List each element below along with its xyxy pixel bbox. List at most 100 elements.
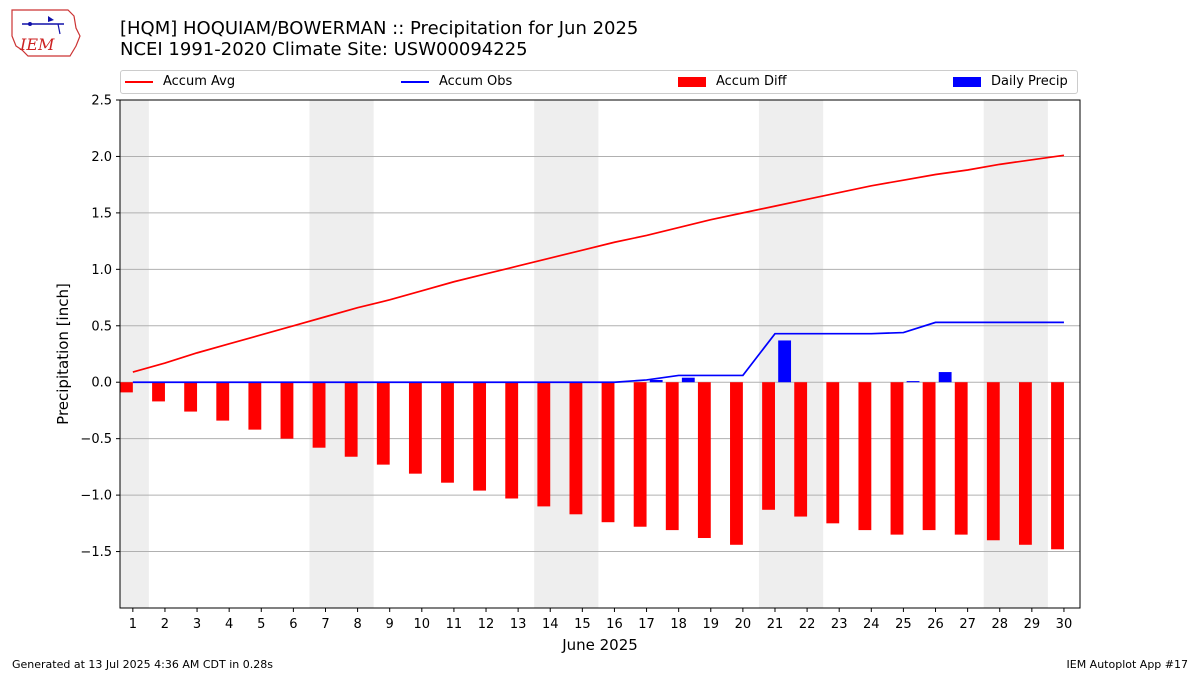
diff-bar-day-7 <box>312 382 326 448</box>
x-tick-label: 9 <box>386 617 394 632</box>
diff-bar-day-26 <box>922 382 936 531</box>
x-tick-label: 18 <box>670 617 687 632</box>
diff-bar-day-8 <box>344 382 358 457</box>
lines <box>132 154 1065 384</box>
weekend-shade-2 <box>309 100 374 608</box>
plot-frame <box>119 99 1081 609</box>
x-tick-label: 10 <box>414 617 431 632</box>
legend-label-daily-precip: Daily Precip <box>991 74 1068 89</box>
y-tick-label: 1.5 <box>91 206 112 221</box>
daily-bar-day-21 <box>778 340 792 383</box>
y-tick-label: −0.5 <box>80 432 112 447</box>
y-axis: −1.5 −1.0 −0.5 0.0 0.5 1.0 1.5 2.0 2.5 <box>80 94 120 560</box>
diff-bar-day-1 <box>120 382 133 393</box>
diff-bar-day-19 <box>697 382 711 539</box>
x-axis: 1 2 3 4 5 6 7 8 9 10 11 12 13 14 15 16 17 18 19 20 21 22 23 24 2… <box>129 608 1073 632</box>
x-tick-label: 2 <box>161 617 169 632</box>
x-tick-label: 23 <box>831 617 848 632</box>
diff-bar-day-9 <box>376 382 390 465</box>
legend-swatch-daily-precip <box>953 76 981 87</box>
y-tick-label: −1.0 <box>80 489 112 504</box>
diff-bar-day-28 <box>986 382 1000 541</box>
weekend-shade-1 <box>120 100 149 608</box>
legend-label-accum-obs: Accum Obs <box>439 74 513 89</box>
x-tick-label: 7 <box>321 617 329 632</box>
diff-bar-day-13 <box>505 382 519 499</box>
title-line-2: NCEI 1991-2020 Climate Site: USW00094225 <box>120 39 528 60</box>
title-line-1: [HQM] HOQUIAM/BOWERMAN :: Precipitation … <box>120 18 639 39</box>
y-tick-label: 2.0 <box>91 150 112 165</box>
diff-bar-day-4 <box>216 382 230 421</box>
daily-bar-day-25 <box>906 381 920 383</box>
weekend-shading <box>120 100 1048 608</box>
diff-bar-day-20 <box>730 382 743 545</box>
diff-bar-day-16 <box>601 382 615 523</box>
iem-logo: IEM <box>11 9 81 57</box>
diff-bar-day-10 <box>408 382 422 474</box>
x-tick-label: 11 <box>446 617 463 632</box>
x-tick-label: 6 <box>289 617 297 632</box>
x-tick-label: 16 <box>606 617 623 632</box>
daily-bar-day-26 <box>938 372 952 383</box>
diff-bar-day-23 <box>826 382 840 524</box>
chart-title: [HQM] HOQUIAM/BOWERMAN :: Precipitation … <box>120 18 638 60</box>
x-tick-label: 1 <box>129 617 137 632</box>
x-tick-label: 20 <box>735 617 752 632</box>
x-tick-label: 27 <box>959 617 976 632</box>
diff-bar-day-5 <box>248 382 262 430</box>
diff-bar-day-30 <box>1051 382 1064 550</box>
legend-swatch-accum-avg <box>125 80 153 83</box>
y-tick-label: 0.0 <box>91 376 112 391</box>
x-tick-label: 13 <box>510 617 527 632</box>
y-tick-label: 0.5 <box>91 319 112 334</box>
x-tick-label: 3 <box>193 617 201 632</box>
diff-bar-day-6 <box>280 382 294 439</box>
legend-label-accum-avg: Accum Avg <box>163 74 236 89</box>
x-tick-label: 26 <box>927 617 944 632</box>
x-tick-label: 21 <box>767 617 784 632</box>
grid-lines <box>120 99 1080 553</box>
diff-bar-day-2 <box>152 382 165 402</box>
diff-bar-day-17 <box>633 382 647 527</box>
logo-text: IEM <box>19 35 55 54</box>
x-tick-label: 24 <box>863 617 880 632</box>
x-tick-label: 25 <box>895 617 912 632</box>
legend-item-accum-diff: Accum Diff <box>678 74 787 90</box>
legend-item-accum-avg: Accum Avg <box>125 74 235 90</box>
x-tick-label: 29 <box>1024 617 1041 632</box>
diff-bar-day-3 <box>184 382 198 412</box>
x-tick-label: 5 <box>257 617 265 632</box>
x-tick-label: 12 <box>478 617 495 632</box>
x-tick-label: 22 <box>799 617 816 632</box>
accum-avg-line <box>132 154 1065 373</box>
daily-bar-day-17 <box>649 379 663 383</box>
legend-item-accum-obs: Accum Obs <box>401 74 512 90</box>
bars <box>120 340 1064 550</box>
diff-bar-day-27 <box>954 382 968 535</box>
footer-app: IEM Autoplot App #17 <box>1066 658 1189 671</box>
diff-bar-day-11 <box>441 382 454 483</box>
x-tick-label: 4 <box>225 617 233 632</box>
legend-swatch-accum-diff <box>678 76 706 87</box>
diff-bar-day-29 <box>1018 382 1032 545</box>
y-tick-label: 1.0 <box>91 263 112 278</box>
diff-bar-day-25 <box>890 382 904 535</box>
accum-obs-line <box>132 321 1064 384</box>
legend-label-accum-diff: Accum Diff <box>716 74 787 89</box>
diff-bar-day-24 <box>858 382 872 531</box>
x-tick-label: 17 <box>638 617 655 632</box>
legend-item-daily-precip: Daily Precip <box>953 74 1068 90</box>
diff-bar-day-15 <box>569 382 583 515</box>
daily-bar-day-18 <box>681 377 695 383</box>
x-axis-label: June 2025 <box>561 636 638 654</box>
y-tick-label: −1.5 <box>80 545 112 560</box>
x-tick-label: 28 <box>991 617 1008 632</box>
diff-bar-day-18 <box>665 382 679 531</box>
y-tick-label: 2.5 <box>91 94 112 109</box>
x-tick-label: 14 <box>542 617 559 632</box>
x-tick-label: 30 <box>1056 617 1073 632</box>
legend-swatch-accum-obs <box>401 80 429 83</box>
diff-bar-day-14 <box>537 382 551 507</box>
diff-bar-day-12 <box>473 382 487 491</box>
